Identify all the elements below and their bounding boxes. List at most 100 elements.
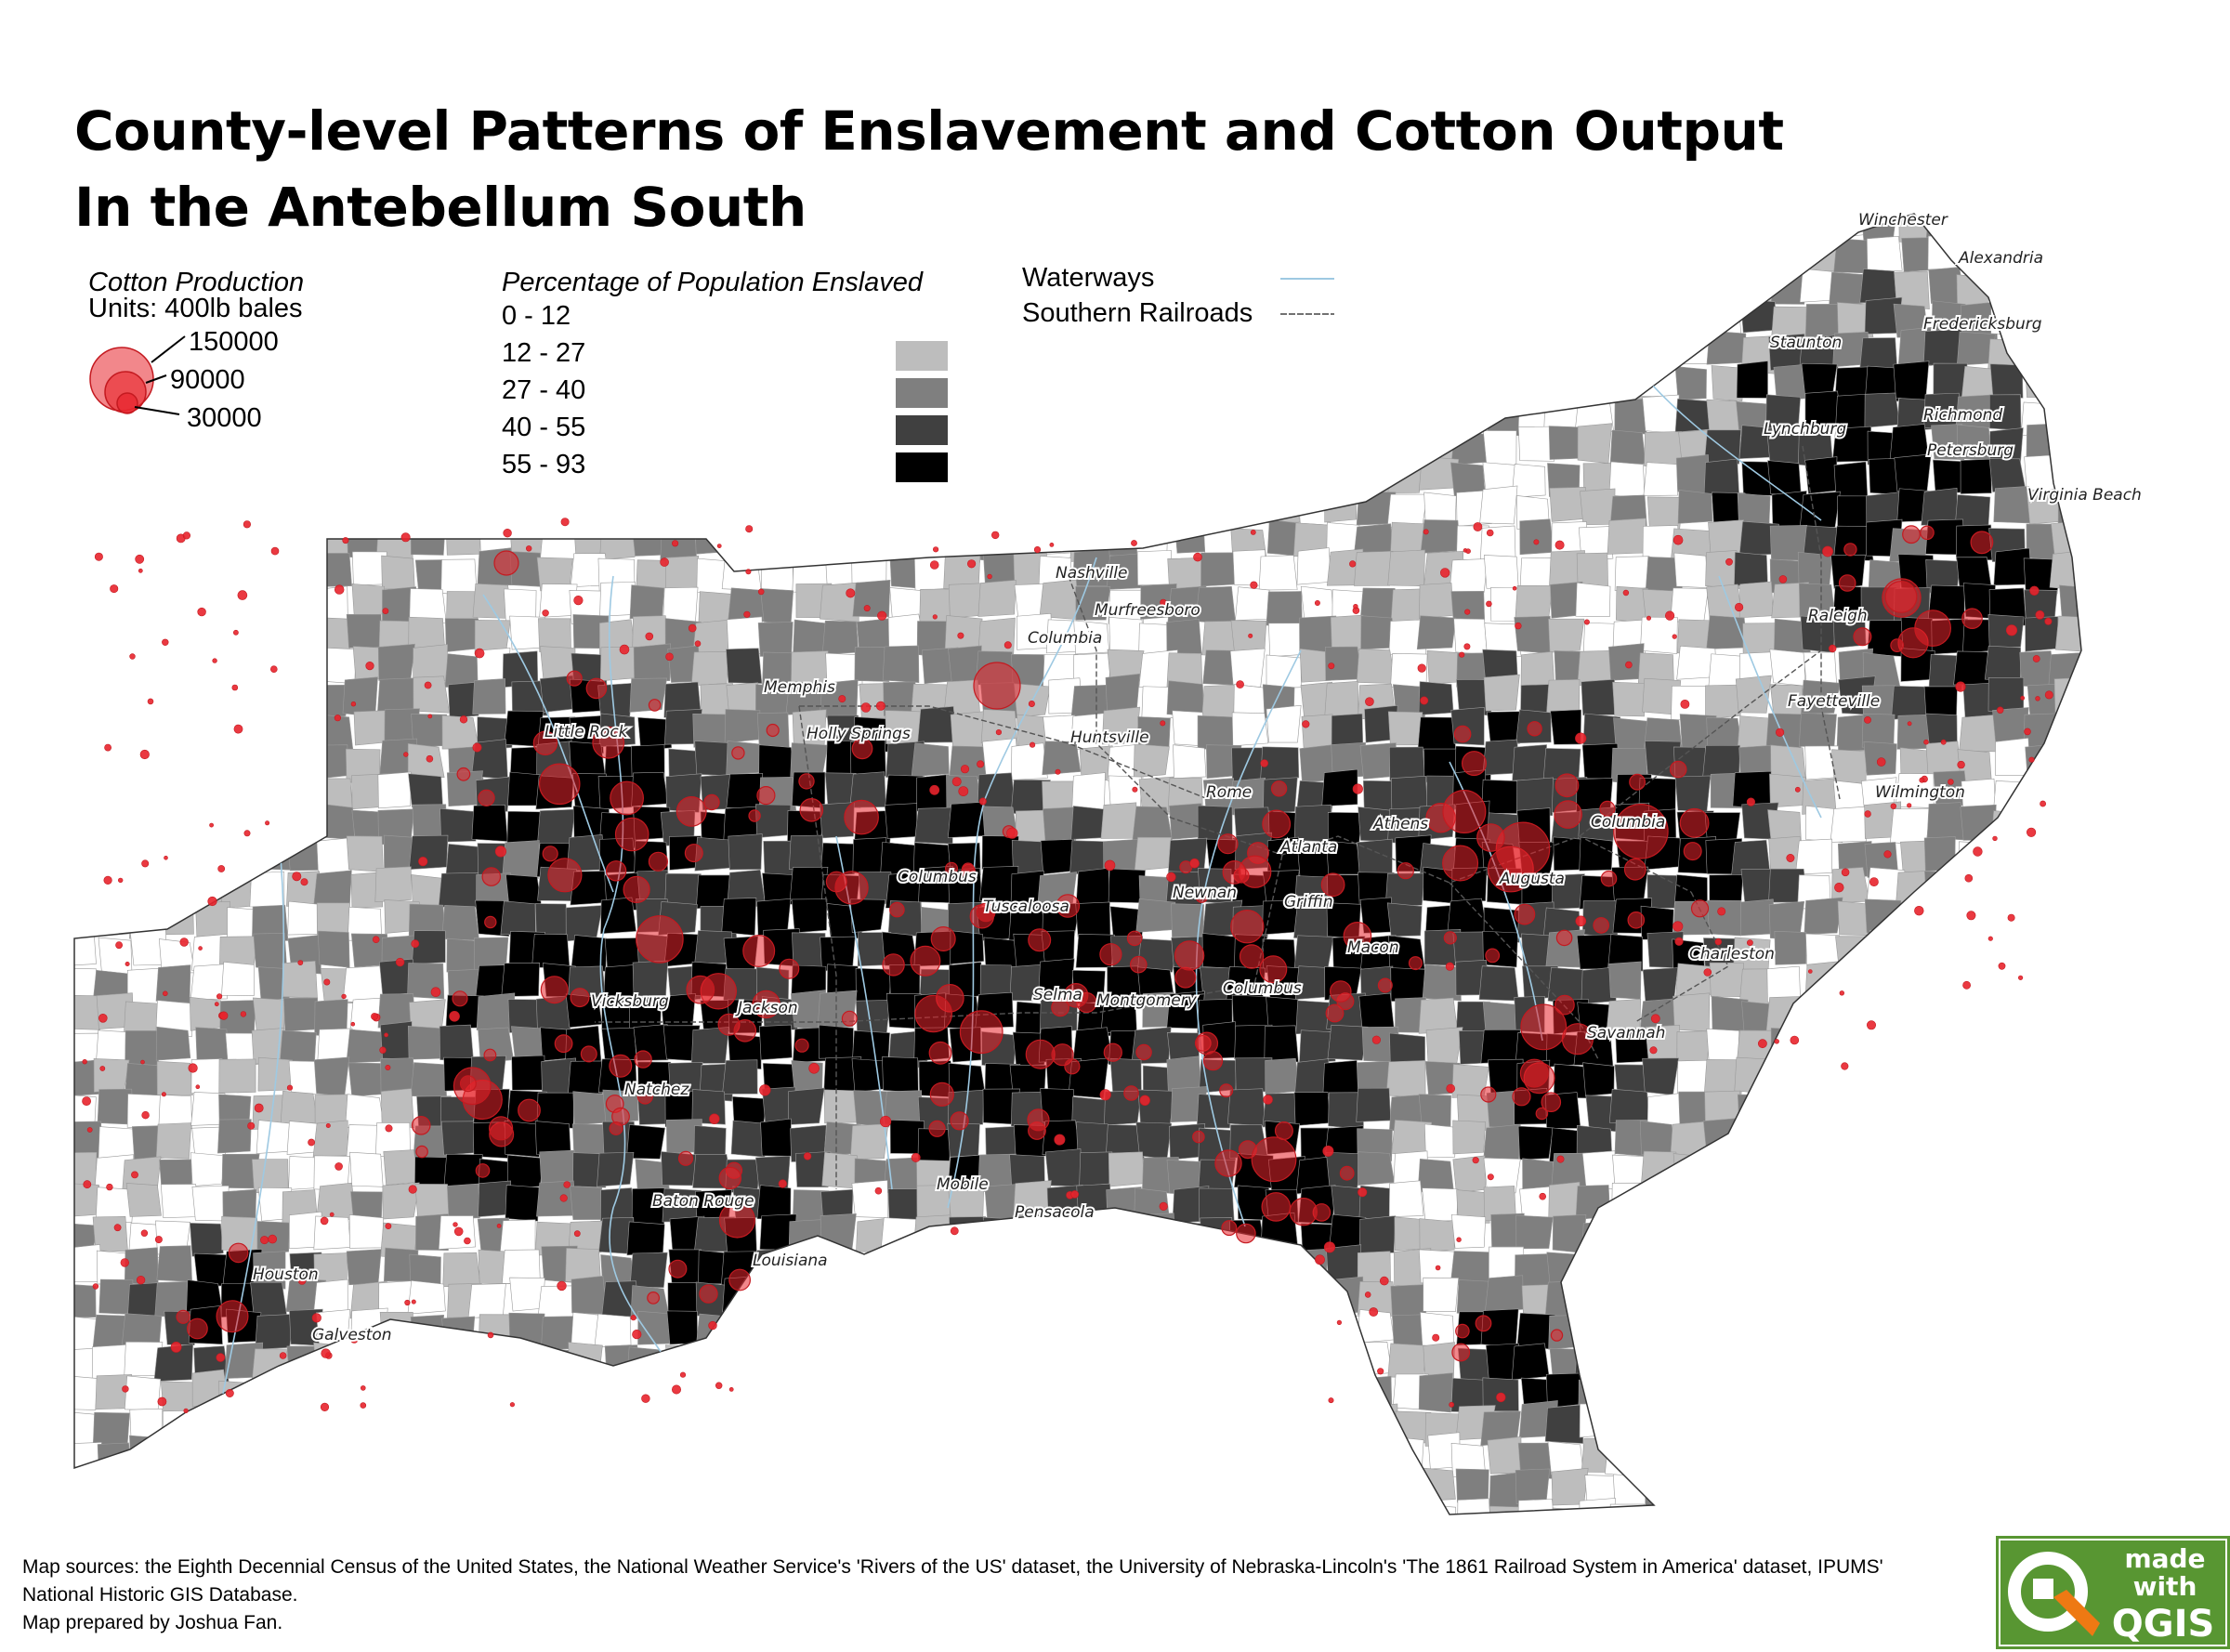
cotton-production-circle	[487, 1331, 494, 1339]
cotton-production-circle	[808, 1063, 820, 1074]
county-polygon	[472, 1467, 510, 1501]
county-polygon	[287, 522, 323, 562]
county-polygon	[281, 646, 320, 683]
county-polygon	[1266, 1407, 1304, 1441]
cotton-production-circle	[136, 1275, 146, 1285]
county-polygon	[1961, 1468, 2000, 1503]
county-polygon	[1991, 1022, 2029, 1059]
county-polygon	[93, 1058, 130, 1093]
county-polygon	[537, 493, 576, 530]
cotton-production-circle	[1456, 1237, 1462, 1242]
city-label-macon: Macon	[1347, 938, 1399, 957]
county-polygon	[1578, 1318, 1616, 1353]
county-polygon	[410, 1062, 447, 1098]
cotton-production-circle	[1302, 720, 1310, 728]
cotton-production-circle	[1679, 807, 1710, 838]
county-polygon	[1326, 1276, 1364, 1315]
county-polygon	[945, 490, 981, 526]
cotton-production-circle	[1864, 716, 1871, 724]
county-polygon	[2019, 843, 2058, 878]
cotton-production-circle	[879, 1115, 892, 1128]
county-polygon	[442, 1252, 481, 1288]
county-polygon	[1957, 1150, 1993, 1186]
county-polygon	[1835, 936, 1871, 971]
cotton-production-circle	[179, 937, 189, 947]
cotton-production-circle	[728, 1268, 751, 1291]
cotton-production-circle	[1920, 525, 1935, 541]
county-polygon	[728, 1342, 765, 1382]
cotton-production-circle	[1423, 529, 1429, 535]
cotton-production-circle	[1049, 543, 1055, 547]
county-polygon	[1327, 1024, 1369, 1061]
county-polygon	[917, 1279, 951, 1317]
county-polygon	[74, 1442, 102, 1478]
county-polygon	[218, 549, 255, 587]
county-polygon	[946, 1374, 984, 1414]
map-title-line-1: County-level Patterns of Enslavement and…	[74, 99, 1784, 163]
cotton-production-circle	[1554, 800, 1582, 829]
cotton-production-circle	[138, 568, 143, 573]
county-polygon	[1233, 684, 1267, 720]
cotton-production-circle	[1778, 575, 1788, 583]
cotton-production-circle	[1475, 1315, 1492, 1332]
cotton-production-circle	[1104, 859, 1116, 872]
county-polygon	[2053, 676, 2081, 714]
county-polygon	[666, 1310, 698, 1345]
county-polygon	[2027, 1029, 2061, 1065]
county-polygon	[982, 1216, 1018, 1254]
cotton-production-circle	[225, 1389, 234, 1398]
county-polygon	[2086, 519, 2122, 557]
enslaved-class-row: 40 - 55	[502, 413, 957, 446]
county-polygon	[601, 1498, 640, 1514]
county-polygon	[508, 1312, 545, 1347]
cotton-production-circle	[766, 723, 780, 738]
cotton-production-circle	[1487, 1173, 1494, 1181]
county-polygon	[342, 295, 382, 334]
cotton-production-circle	[1365, 697, 1374, 707]
county-polygon	[1900, 999, 1938, 1039]
cotton-production-circle	[1593, 917, 1609, 934]
cotton-production-circle	[1380, 1276, 1389, 1286]
county-polygon	[755, 1282, 794, 1318]
cotton-production-circle	[325, 1123, 331, 1129]
county-polygon	[155, 1501, 191, 1514]
county-polygon	[882, 645, 920, 683]
cotton-production-circle	[1955, 681, 1966, 692]
cotton-production-circle	[1027, 1108, 1050, 1132]
county-polygon	[1931, 173, 1962, 210]
cotton-production-circle	[973, 662, 1021, 710]
county-polygon	[1387, 456, 1425, 493]
county-polygon	[439, 1344, 478, 1383]
county-polygon	[1993, 1369, 2032, 1408]
cotton-production-circle	[1262, 809, 1292, 839]
county-polygon	[441, 1316, 476, 1353]
county-polygon	[849, 1123, 889, 1160]
county-polygon	[2050, 333, 2081, 367]
county-polygon	[252, 1473, 288, 1507]
county-polygon	[1674, 366, 1707, 400]
county-polygon	[1609, 429, 1646, 465]
county-polygon	[2054, 1027, 2081, 1063]
county-polygon	[217, 1119, 252, 1154]
county-polygon	[1387, 1343, 1427, 1379]
city-label-vicksburg: Vicksburg	[591, 992, 669, 1011]
county-polygon	[1294, 1058, 1330, 1098]
county-polygon	[1298, 1473, 1335, 1507]
county-polygon	[1773, 1153, 1805, 1187]
cotton-production-circle	[260, 1236, 269, 1245]
county-polygon	[1511, 1343, 1550, 1381]
county-polygon	[2090, 967, 2124, 1002]
county-polygon	[99, 550, 138, 588]
county-polygon	[189, 810, 224, 845]
cotton-production-circle	[372, 936, 380, 944]
county-polygon	[1479, 485, 1518, 525]
county-polygon	[1478, 965, 1519, 1002]
county-polygon	[535, 1348, 574, 1386]
county-polygon	[316, 837, 351, 875]
city-label-richmond: Richmond	[1923, 406, 2002, 425]
county-polygon	[126, 679, 164, 715]
county-polygon	[665, 555, 701, 592]
cotton-production-circle	[1794, 786, 1801, 793]
county-polygon	[1894, 1344, 1932, 1385]
county-polygon	[1702, 1118, 1738, 1156]
